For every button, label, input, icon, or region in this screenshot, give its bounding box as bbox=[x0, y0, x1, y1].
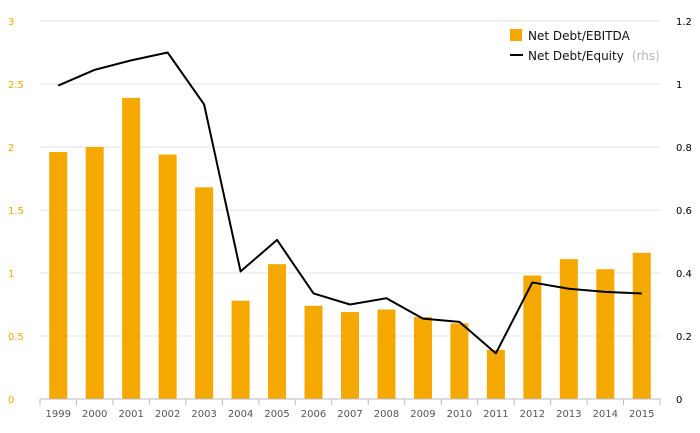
x-tick-label: 2004 bbox=[228, 409, 253, 420]
bar bbox=[559, 259, 578, 399]
y-tick-label-left: 0.5 bbox=[8, 332, 24, 343]
bar bbox=[85, 147, 104, 399]
bar bbox=[341, 312, 359, 399]
x-tick-label: 2002 bbox=[155, 409, 180, 420]
y-tick-label-left: 0 bbox=[8, 395, 14, 406]
x-tick-label: 2008 bbox=[374, 409, 399, 420]
x-tick-label: 2012 bbox=[520, 409, 545, 420]
bar bbox=[450, 323, 469, 399]
bar bbox=[158, 154, 177, 399]
x-tick-label: 2001 bbox=[118, 409, 143, 420]
legend-label-line: Net Debt/Equity (rhs) bbox=[528, 47, 660, 64]
x-tick-label: 2011 bbox=[483, 409, 508, 420]
bar bbox=[413, 317, 432, 399]
gridlines bbox=[40, 20, 660, 337]
axes bbox=[39, 398, 661, 405]
y-tick-label-left: 1.5 bbox=[8, 206, 24, 217]
x-tick-label: 2009 bbox=[410, 409, 435, 420]
bar bbox=[486, 349, 505, 399]
x-tick-label: 2010 bbox=[447, 409, 472, 420]
bar bbox=[231, 300, 250, 399]
bar bbox=[49, 152, 68, 399]
x-tick-label: 2007 bbox=[337, 409, 362, 420]
x-tick-label: 2013 bbox=[556, 409, 581, 420]
bar bbox=[523, 275, 542, 399]
x-tick-label: 2003 bbox=[191, 409, 216, 420]
legend-label-bar: Net Debt/EBITDA bbox=[528, 29, 631, 43]
y-tick-label-right: 0.2 bbox=[676, 332, 692, 343]
bar bbox=[377, 309, 396, 399]
x-tick-label: 2015 bbox=[629, 409, 654, 420]
legend: Net Debt/EBITDA Net Debt/Equity (rhs) bbox=[510, 29, 660, 64]
tick-labels: 0 0.5 1 1.5 2 2.5 3 0 0.2 0.4 0.6 0.8 1 1.2 1999 2000 20… bbox=[8, 17, 692, 420]
x-tick-label: 2000 bbox=[82, 409, 107, 420]
y-tick-label-left: 1 bbox=[8, 269, 14, 280]
bar bbox=[122, 97, 141, 400]
bar bbox=[304, 305, 323, 399]
series-line bbox=[57, 51, 642, 355]
x-tick-label: 2006 bbox=[301, 409, 326, 420]
y-tick-label-right: 1.2 bbox=[676, 17, 692, 28]
y-tick-label-right: 0 bbox=[676, 395, 682, 406]
x-tick-label: 1999 bbox=[46, 409, 71, 420]
y-tick-label-right: 0.4 bbox=[676, 269, 692, 280]
y-tick-label-left: 2.5 bbox=[8, 80, 24, 91]
x-tick-label: 2005 bbox=[264, 409, 289, 420]
bar bbox=[632, 252, 651, 399]
bar bbox=[268, 264, 287, 399]
x-tick-label: 2014 bbox=[593, 409, 618, 420]
y-tick-label-left: 2 bbox=[8, 143, 14, 154]
y-tick-label-right: 0.8 bbox=[676, 143, 692, 154]
y-tick-label-right: 0.6 bbox=[676, 206, 692, 217]
bar-series bbox=[49, 97, 651, 400]
y-tick-label-right: 1 bbox=[676, 80, 682, 91]
y-tick-label-left: 3 bbox=[8, 17, 14, 28]
bar bbox=[596, 269, 615, 399]
legend-swatch-bar bbox=[510, 29, 522, 41]
line-series bbox=[57, 51, 642, 355]
bar bbox=[195, 187, 214, 399]
